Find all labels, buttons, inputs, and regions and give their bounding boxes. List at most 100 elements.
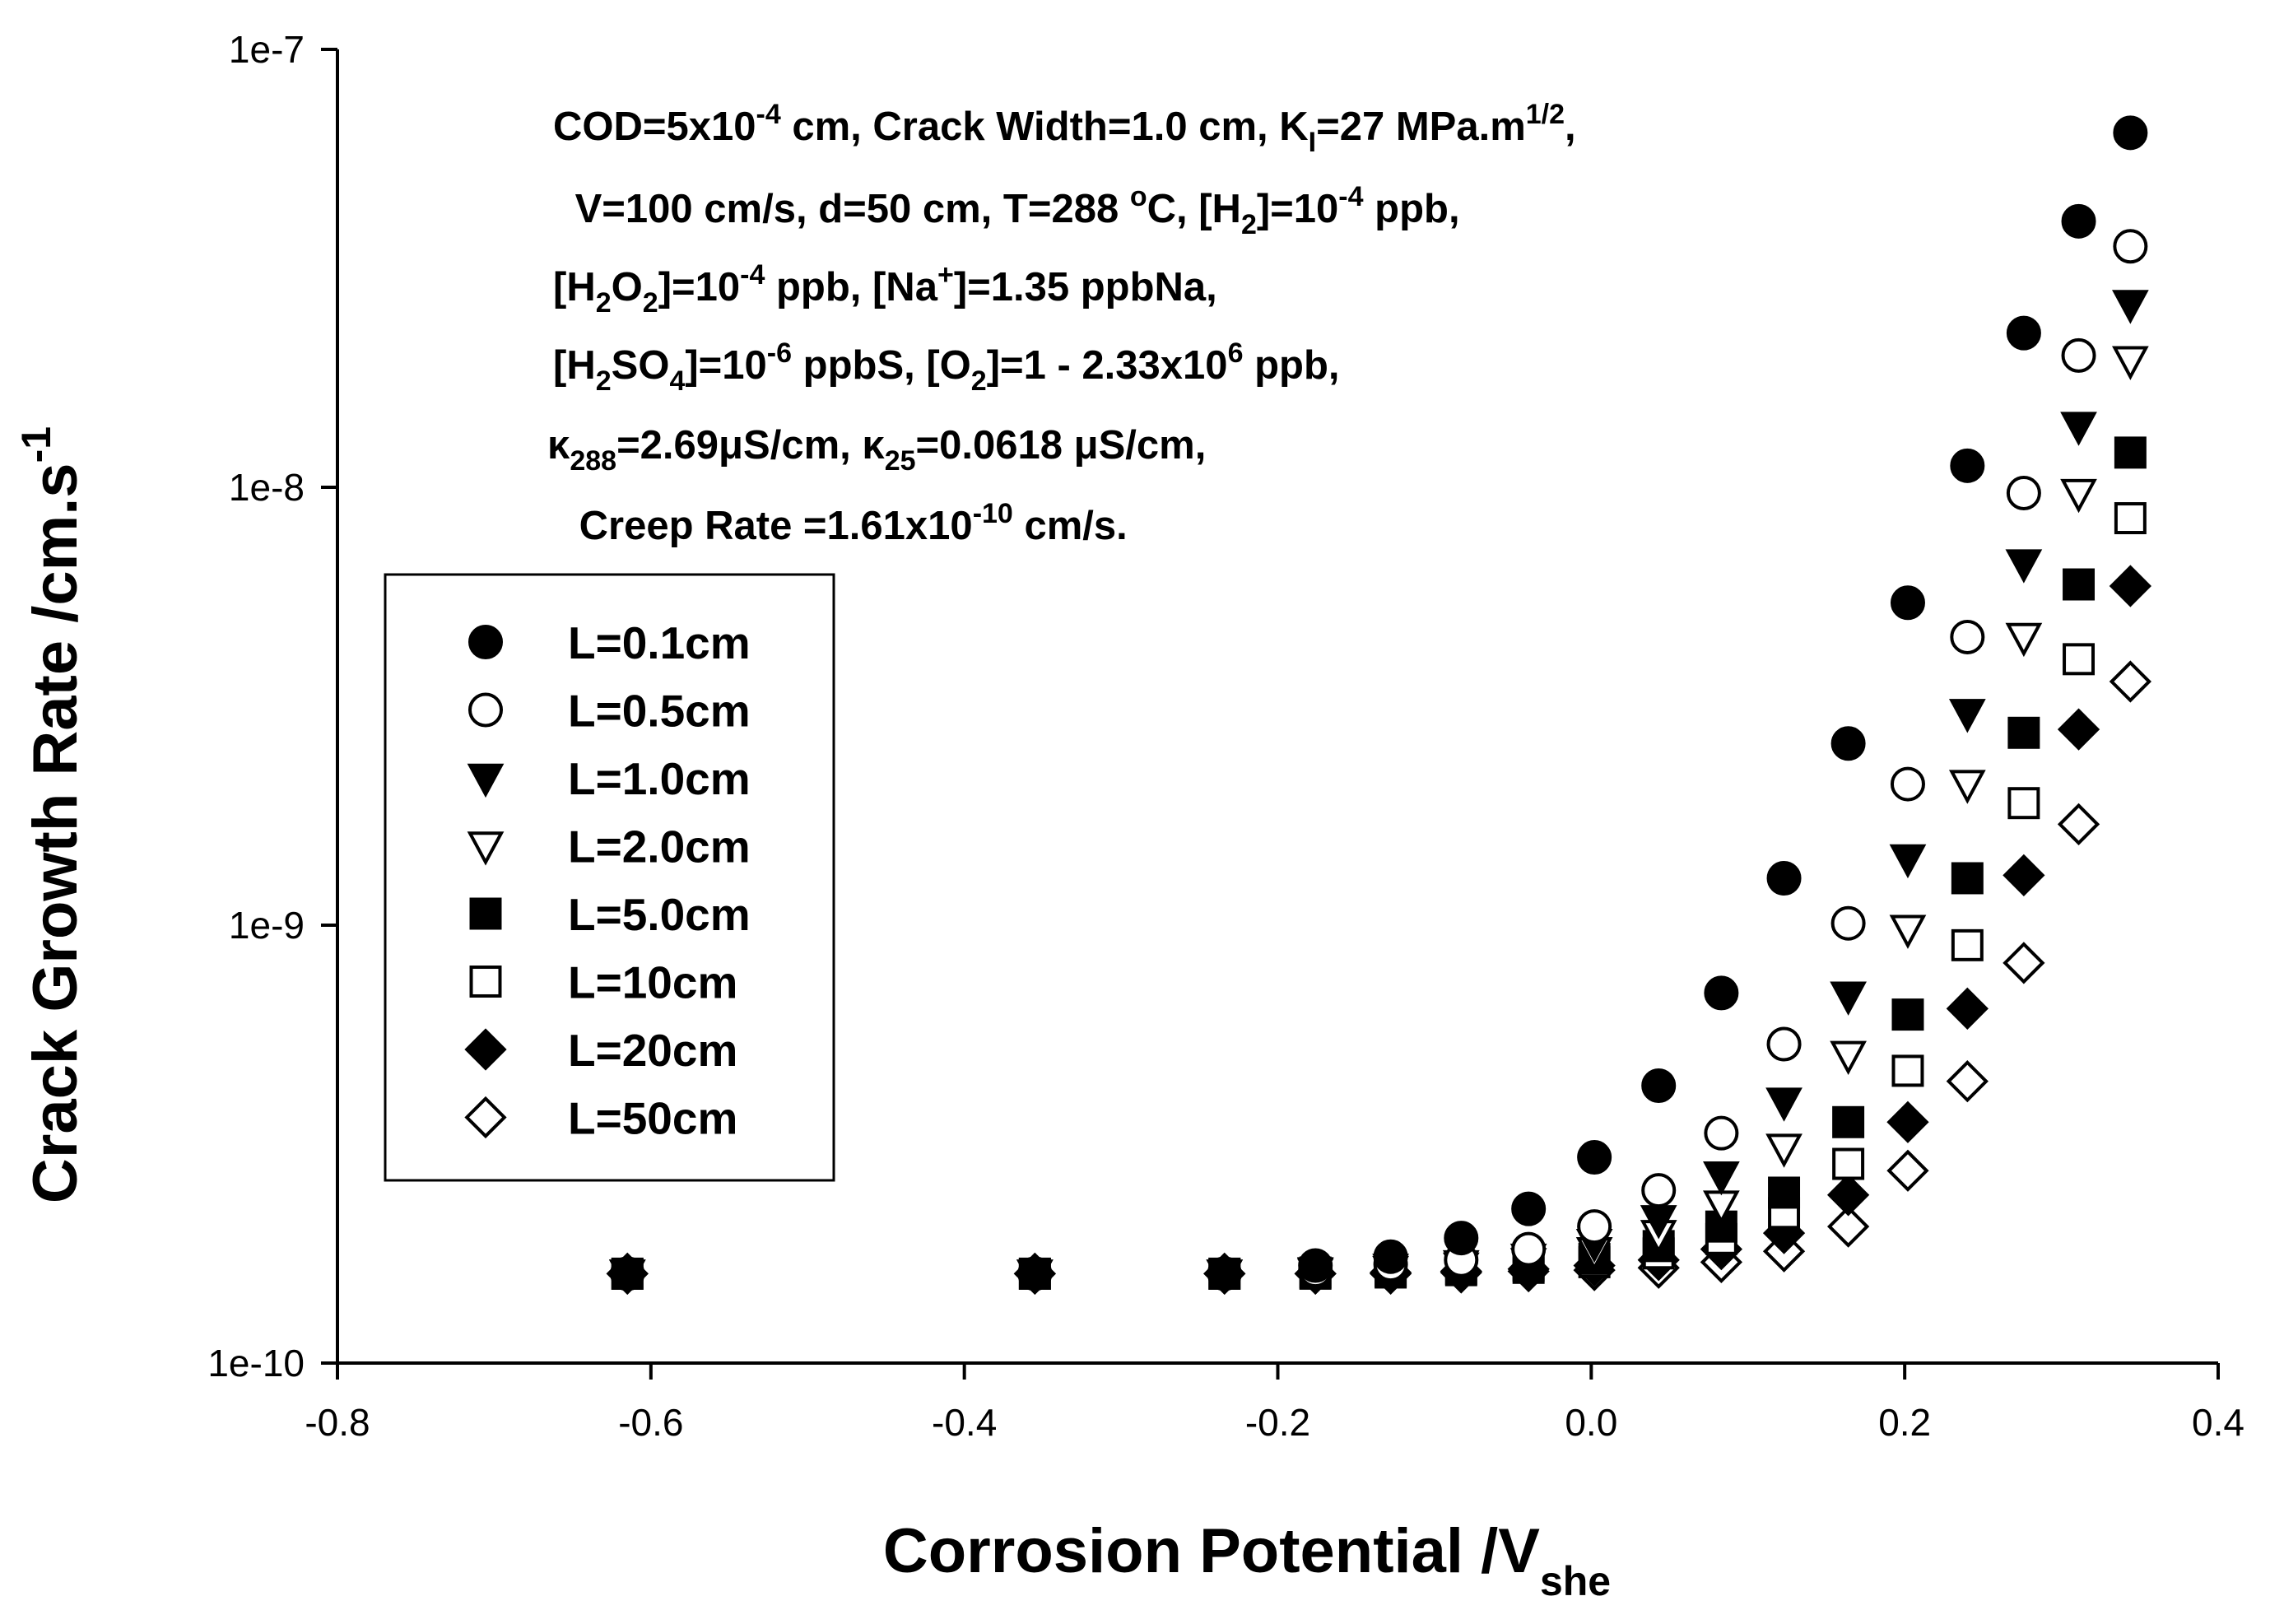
x-tick-label: 0.2: [1878, 1401, 1931, 1444]
data-point: [1641, 1173, 1677, 1208]
x-axis-title-sub: she: [1540, 1558, 1611, 1604]
data-point: [2003, 942, 2045, 984]
legend: L=0.1cm L=0.5cm L=1.0cm L=2.0cm L=5.0cm L=10c…: [384, 573, 835, 1182]
data-point: [2109, 565, 2151, 607]
data-point: [610, 1256, 645, 1291]
y-tick-label: 1e-7: [229, 28, 305, 71]
x-tick-label: -0.6: [618, 1401, 683, 1444]
annotation-segment: cm/s.: [1013, 504, 1128, 548]
annotation-segment: ]=10: [685, 343, 766, 388]
data-point: [1765, 1087, 1803, 1122]
annotation-segment: 2: [1241, 209, 1257, 240]
data-point: [1766, 860, 1802, 896]
data-point: [1948, 770, 1986, 804]
y-tick-label: 1e-10: [207, 1342, 305, 1384]
data-point: [1577, 1140, 1612, 1175]
data-point: [2006, 315, 2041, 351]
data-point: [1577, 1209, 1612, 1245]
legend-label: L=0.1cm: [568, 617, 751, 668]
data-point: [1891, 998, 1924, 1031]
data-point: [1830, 981, 1867, 1016]
data-point: [2057, 803, 2100, 846]
data-point: [2114, 436, 2147, 469]
data-point: [1948, 699, 1986, 733]
data-point: [1704, 975, 1739, 1011]
annotation-line: [H2O2]=10-4 ppb, [Na+]=1.35 ppbNa,: [553, 259, 1217, 319]
annotation-segment: [H: [553, 265, 596, 309]
data-point: [1946, 987, 1989, 1030]
annotation-segment: -10: [973, 498, 1013, 529]
data-point: [1444, 1221, 1479, 1256]
data-point: [1890, 585, 1925, 621]
annotation-segment: 25: [885, 445, 916, 477]
data-point: [1830, 1040, 1867, 1076]
legend-label: L=50cm: [568, 1093, 737, 1144]
data-point: [1889, 844, 1927, 879]
ticks: -0.8 -0.6 -0.4 -0.2 0.0 0.2 0.4 1e-10 1e-9 1e-8 1e…: [207, 28, 2244, 1444]
data-point: [2057, 708, 2100, 751]
legend-marker: [467, 831, 505, 866]
data-point: [1511, 1231, 1547, 1267]
annotation-segment: =2.69μS/cm, κ: [616, 423, 885, 468]
annotation-line: V=100 cm/s, d=50 cm, T=288 oC, [H2]=10-4…: [564, 181, 1460, 240]
annotation-line: Creep Rate =1.61x10-10 cm/s.: [568, 498, 1128, 548]
legend-item: L=0.1cm: [468, 617, 751, 668]
data-point: [1890, 766, 1925, 802]
legend-marker: [467, 763, 505, 798]
x-tick-label: -0.8: [305, 1401, 370, 1444]
data-point: [2060, 478, 2097, 514]
legend-marker: [468, 692, 503, 728]
annotation-segment: -4: [1338, 181, 1363, 212]
data-point: [1830, 905, 1866, 941]
data-point: [1832, 1105, 1865, 1138]
data-point: [1886, 1101, 1929, 1143]
x-tick-label: 0.4: [2192, 1401, 2244, 1444]
annotation-segment: 6: [1228, 337, 1244, 369]
data-point: [1830, 726, 1866, 761]
annotation-segment: -4: [756, 99, 781, 130]
legend-label: L=10cm: [568, 957, 737, 1008]
annotation-segment: ppb,: [1364, 187, 1460, 231]
annotation-segment: SO: [612, 343, 670, 388]
legend-marker: [469, 897, 502, 930]
legend-marker: [468, 625, 503, 659]
annotation-segment: 4: [669, 365, 685, 397]
data-point: [2006, 476, 2041, 511]
annotation-segment: =0.0618 μS/cm,: [916, 423, 1207, 468]
data-point: [2060, 412, 2097, 446]
data-point: [2061, 203, 2096, 239]
annotation-segment: O: [612, 265, 643, 309]
legend-item: L=2.0cm: [467, 821, 751, 872]
annotation-segment: 2: [596, 365, 612, 397]
annotation-line: COD=5x10-4 cm, Crack Width=1.0 cm, KI=27…: [553, 99, 1576, 158]
legend-marker: [464, 1096, 507, 1139]
data-point: [1886, 1149, 1929, 1192]
annotation-segment: [H: [553, 343, 596, 388]
data-point: [2003, 854, 2045, 897]
series-l-0-1cm: [610, 115, 2148, 1291]
y-axis-title-sup: -1: [13, 426, 59, 463]
data-point: [1826, 1205, 1870, 1248]
data-point: [2063, 643, 2096, 676]
data-point: [2061, 337, 2096, 373]
legend-label: L=20cm: [568, 1025, 737, 1076]
data-point: [2112, 346, 2149, 380]
data-point: [1826, 1174, 1870, 1217]
data-point: [1891, 1054, 1924, 1087]
y-axis-title: Crack Growth Rate /cm.s-1: [13, 426, 91, 1203]
annotation-segment: Creep Rate =1.61x10: [568, 504, 973, 548]
data-point: [2112, 290, 2149, 324]
annotation-segment: 2: [643, 287, 658, 319]
x-tick-label: 0.0: [1565, 1401, 1617, 1444]
legend-label: L=0.5cm: [568, 686, 751, 737]
annotation-segment: ppb,: [1243, 343, 1339, 388]
annotation-segment: ppb, [Na: [765, 265, 937, 309]
data-point: [1832, 1147, 1865, 1180]
annotation-segment: 288: [570, 445, 616, 477]
annotation-block: COD=5x10-4 cm, Crack Width=1.0 cm, KI=27…: [547, 99, 1576, 548]
data-point: [1950, 619, 1985, 654]
annotation-segment: 2: [596, 287, 612, 319]
data-point: [1889, 914, 1927, 949]
annotation-segment: ,: [1565, 105, 1576, 149]
